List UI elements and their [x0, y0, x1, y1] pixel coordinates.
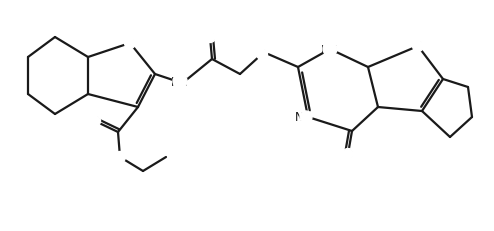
Text: O: O: [206, 31, 214, 44]
Text: S: S: [414, 40, 422, 53]
Circle shape: [205, 32, 215, 43]
Text: NH: NH: [171, 75, 189, 88]
Circle shape: [89, 116, 100, 127]
Text: O: O: [90, 115, 100, 128]
Text: S: S: [126, 37, 134, 50]
Text: S: S: [258, 48, 266, 61]
Text: N: N: [295, 111, 304, 124]
Text: O: O: [343, 148, 353, 161]
Circle shape: [300, 112, 312, 123]
Circle shape: [256, 49, 267, 60]
Circle shape: [412, 41, 423, 52]
Circle shape: [323, 43, 337, 57]
Circle shape: [115, 152, 125, 163]
Text: O: O: [116, 151, 124, 164]
Text: HN: HN: [321, 43, 339, 56]
Circle shape: [173, 75, 187, 89]
Circle shape: [342, 149, 354, 160]
Circle shape: [124, 38, 135, 49]
